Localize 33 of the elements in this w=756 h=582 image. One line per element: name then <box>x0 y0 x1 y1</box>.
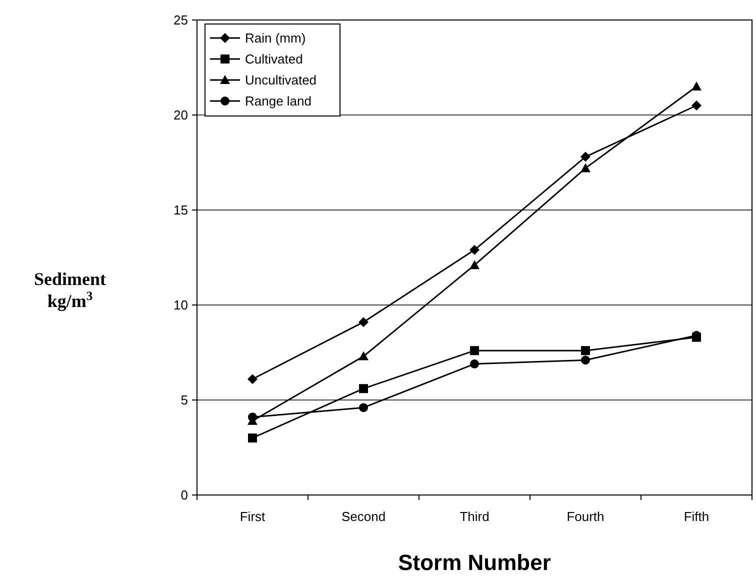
legend-label: Range land <box>245 94 312 109</box>
point <box>692 82 702 90</box>
y-tick-label: 5 <box>180 392 188 408</box>
point <box>580 163 590 172</box>
point <box>248 374 258 384</box>
point <box>358 351 368 360</box>
point <box>581 356 590 365</box>
point <box>470 346 479 356</box>
legend-label: Uncultivated <box>245 72 317 88</box>
y-tick-label: 25 <box>174 12 188 28</box>
point <box>248 434 257 442</box>
point <box>692 100 702 110</box>
point <box>359 384 368 394</box>
x-axis-title: Storm Number <box>398 550 552 575</box>
x-tick-label: First <box>240 509 266 524</box>
point <box>581 346 590 356</box>
legend-label: Rain (mm) <box>245 30 306 46</box>
x-tick-label: Fourth <box>566 509 604 524</box>
point <box>359 403 368 412</box>
y-tick-label: 20 <box>174 108 188 123</box>
y-axis-title: Sediment kg/m$^{3}$ <box>34 269 106 311</box>
point <box>358 317 368 328</box>
point <box>470 244 480 255</box>
y-tick-label: 15 <box>174 202 188 218</box>
x-tick-label: Fifth <box>684 509 710 524</box>
x-tick-label: Second <box>341 509 386 524</box>
point <box>470 260 480 270</box>
y-tick-label: 10 <box>174 298 188 313</box>
legend-label: Cultivated <box>245 52 303 67</box>
point <box>580 152 590 162</box>
point <box>470 359 479 368</box>
y-tick-label: 0 <box>180 488 188 503</box>
x-tick-label: Third <box>460 509 490 524</box>
